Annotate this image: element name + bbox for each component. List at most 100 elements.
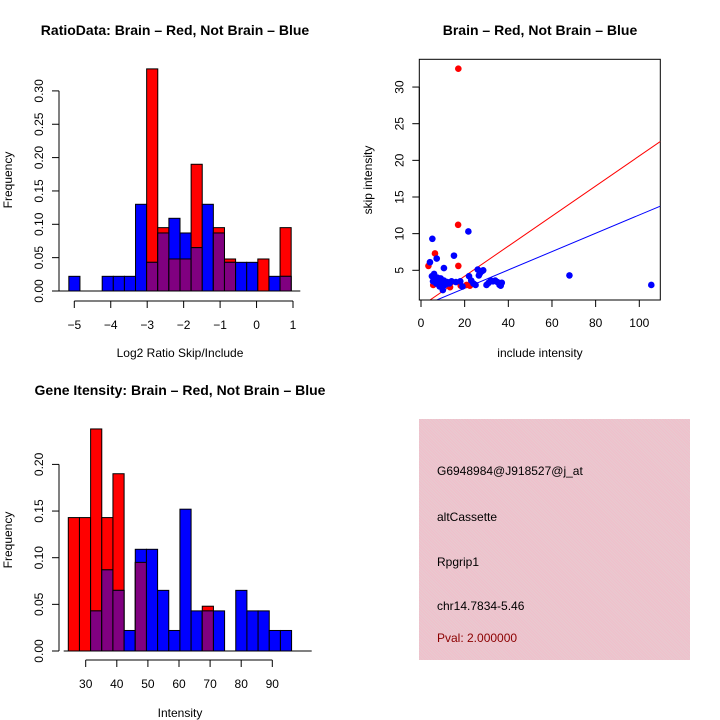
bar-not-brain [201,203,214,292]
point-not-brain [426,258,434,266]
x-tick-label: −4 [104,318,118,332]
bar-overlap [134,561,147,652]
x-axis-label: include intensity [497,346,582,360]
point-brain [455,65,462,73]
bar-overlap [223,261,237,292]
x-tick-label: 80 [589,316,603,330]
bar-not-brain [268,629,281,652]
location-text: chr14.7834-5.46 [437,599,525,613]
bar-not-brain [246,261,259,292]
x-tick-label: 60 [172,677,186,691]
point-not-brain [459,283,466,290]
pval-text: Pval: 2.000000 [437,631,518,645]
bar-overlap [179,258,192,292]
x-axis-label: Log2 Ratio Skip/Include [117,346,244,360]
bar-not-brain [212,610,226,652]
bar-not-brain [190,610,203,652]
bar-not-brain [279,629,293,652]
x-tick-label: 50 [141,677,155,691]
point-not-brain [440,264,448,272]
x-tick-label: 70 [203,677,217,691]
bar-overlap [90,610,103,652]
x-tick-label: 60 [545,316,559,330]
probe-id-text: G6948984@J918527@j_at [437,464,583,478]
y-axis-label: Frequency [1,152,15,209]
y-tick-label: 0.05 [32,246,46,270]
point-not-brain [429,235,436,243]
y-tick-label: 30 [392,80,406,94]
y-tick-label: 0.15 [32,499,46,523]
x-axis-label: Intensity [158,706,203,720]
y-axis-label: Frequency [1,512,15,569]
x-tick-label: 0 [253,318,260,332]
chart-title: RatioData: Brain – Red, Not Brain – Blue [41,22,310,38]
bar-brain [78,517,92,652]
y-axis-label: skip intensity [361,146,375,215]
event-type-text: altCassette [437,510,498,524]
point-brain [431,250,439,257]
bar-brain [146,68,159,292]
x-tick-label: −1 [213,318,227,332]
x-tick-label: 20 [458,316,472,330]
y-tick-label: 5 [392,267,406,274]
info-panel: G6948984@J918527@j_at altCassette Rpgrip… [419,419,690,660]
x-tick-label: 40 [502,316,516,330]
x-tick-label: 40 [110,677,124,691]
y-tick-label: 0.05 [32,592,46,616]
gene-name-text: Rpgrip1 [437,555,480,569]
x-tick-label: 80 [235,677,249,691]
point-brain [454,221,462,229]
point-not-brain [648,281,655,289]
y-tick-label: 0.00 [32,639,46,663]
bar-not-brain [101,275,114,292]
bar-not-brain [123,629,136,652]
point-not-brain [497,282,504,289]
bar-not-brain [179,508,192,652]
bar-not-brain [235,589,248,652]
x-tick-label: −3 [140,318,154,332]
y-tick-label: 25 [392,117,406,131]
bar-not-brain [145,548,159,652]
x-tick-label: −5 [67,318,81,332]
y-tick-label: 0.15 [32,179,46,203]
bar-overlap [190,247,203,292]
x-tick-label: 90 [266,677,280,691]
bar-not-brain [235,261,248,292]
bar-not-brain [168,629,181,652]
x-tick-label: 30 [79,677,93,691]
bar-overlap [201,610,214,652]
y-tick-label: 0.10 [32,546,46,570]
point-not-brain [479,267,487,274]
point-not-brain [439,286,447,294]
bar-overlap [168,258,181,292]
chart-title: Gene Itensity: Brain – Red, Not Brain – … [35,382,326,398]
bar-overlap [101,569,114,652]
y-tick-label: 20 [392,153,406,167]
y-tick-label: 0.20 [32,452,46,476]
bar-not-brain [68,275,81,292]
x-tick-label: 100 [629,316,649,330]
bar-not-brain [123,275,137,292]
bar-overlap [112,589,125,652]
point-brain [455,262,462,270]
point-not-brain [450,252,458,259]
y-tick-label: 15 [392,190,406,204]
point-not-brain [465,228,472,235]
bar-overlap [157,232,170,292]
y-tick-label: 0.25 [32,112,46,136]
y-tick-label: 0.00 [32,279,46,303]
point-not-brain [456,277,464,285]
bar-not-brain [246,610,259,652]
bar-not-brain [135,203,148,292]
bar-brain [67,517,80,652]
plot-frame [418,58,661,301]
bar-not-brain [268,275,281,292]
chart-title: Brain – Red, Not Brain – Blue [443,22,638,38]
point-not-brain [566,272,573,279]
fit-line-not-brain [435,205,661,300]
bar-overlap [212,232,225,292]
y-tick-label: 10 [392,227,406,241]
x-tick-label: −2 [177,318,191,332]
bar-not-brain [157,589,170,652]
